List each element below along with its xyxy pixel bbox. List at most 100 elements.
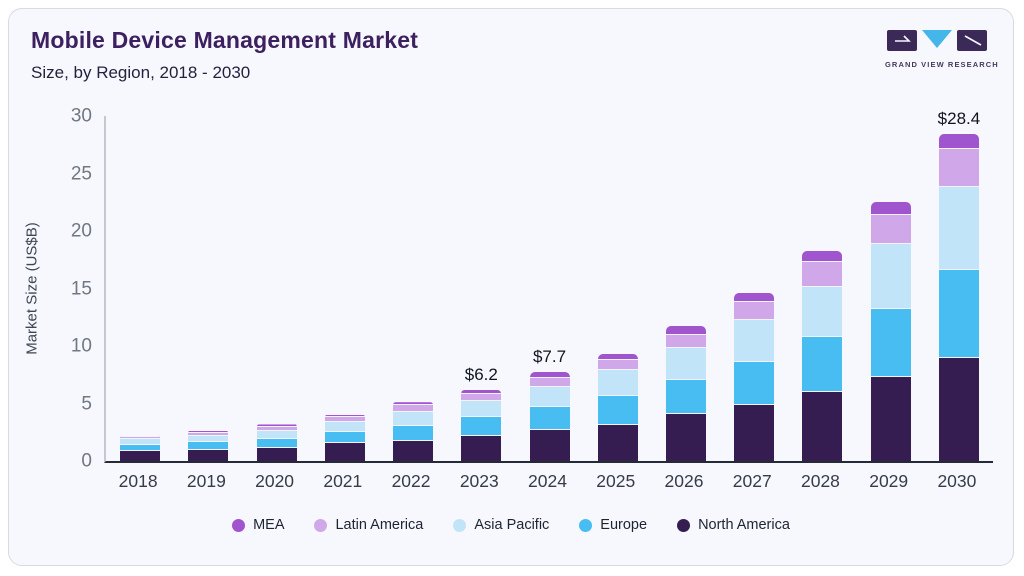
segment-asia-pacific[interactable] xyxy=(870,243,911,310)
x-tick-label: 2020 xyxy=(255,471,295,491)
segment-latin-america[interactable] xyxy=(938,149,979,188)
segment-asia-pacific[interactable] xyxy=(938,187,979,271)
legend-item-europe[interactable]: Europe xyxy=(579,517,647,533)
segment-north-america[interactable] xyxy=(461,436,502,461)
segment-north-america[interactable] xyxy=(529,429,570,461)
segment-europe[interactable] xyxy=(324,431,365,444)
legend-item-north-america[interactable]: North America xyxy=(677,517,790,533)
segment-europe[interactable] xyxy=(870,309,911,378)
segment-latin-america[interactable] xyxy=(665,334,706,349)
bar-stack xyxy=(734,293,775,461)
chart-subtitle: Size, by Region, 2018 - 2030 xyxy=(31,63,251,82)
segment-latin-america[interactable] xyxy=(802,262,843,287)
segment-mea[interactable] xyxy=(461,389,502,394)
y-tick-label: 5 xyxy=(81,393,92,414)
segment-north-america[interactable] xyxy=(256,447,297,461)
segment-mea[interactable] xyxy=(256,424,297,427)
segment-north-america[interactable] xyxy=(188,449,229,461)
segment-europe[interactable] xyxy=(734,362,775,406)
segment-north-america[interactable] xyxy=(393,440,434,461)
segment-asia-pacific[interactable] xyxy=(393,412,434,426)
segment-north-america[interactable] xyxy=(802,392,843,461)
segment-europe[interactable] xyxy=(802,337,843,392)
bar-column-2019[interactable] xyxy=(174,116,242,461)
segment-europe[interactable] xyxy=(597,396,638,425)
segment-mea[interactable] xyxy=(734,293,775,302)
legend-item-mea[interactable]: MEA xyxy=(232,517,284,533)
segment-europe[interactable] xyxy=(461,416,502,437)
segment-mea[interactable] xyxy=(120,435,161,437)
segment-latin-america[interactable] xyxy=(324,417,365,423)
segment-asia-pacific[interactable] xyxy=(734,320,775,363)
segment-asia-pacific[interactable] xyxy=(665,348,706,380)
bar-value-label: $7.7 xyxy=(532,347,567,367)
segment-north-america[interactable] xyxy=(665,414,706,461)
segment-mea[interactable] xyxy=(597,353,638,360)
segment-asia-pacific[interactable] xyxy=(324,422,365,432)
segment-mea[interactable] xyxy=(870,201,911,215)
segment-mea[interactable] xyxy=(665,326,706,335)
segment-mea[interactable] xyxy=(938,134,979,150)
segment-north-america[interactable] xyxy=(870,377,911,461)
segment-asia-pacific[interactable] xyxy=(256,430,297,440)
segment-asia-pacific[interactable] xyxy=(188,435,229,443)
bar-column-2018[interactable] xyxy=(106,116,174,461)
x-tick-label: 2026 xyxy=(664,471,704,491)
bar-column-2026[interactable] xyxy=(652,116,720,461)
segment-mea[interactable] xyxy=(324,414,365,418)
segment-north-america[interactable] xyxy=(938,357,979,461)
bar-column-2027[interactable] xyxy=(720,116,788,461)
bar-column-2022[interactable] xyxy=(379,116,447,461)
segment-asia-pacific[interactable] xyxy=(461,400,502,417)
segment-latin-america[interactable] xyxy=(597,359,638,370)
segment-latin-america[interactable] xyxy=(188,432,229,436)
bar-column-2030[interactable]: $28.4 xyxy=(925,109,993,461)
segment-north-america[interactable] xyxy=(324,443,365,461)
x-tick-label: 2022 xyxy=(391,471,431,491)
segment-europe[interactable] xyxy=(393,425,434,441)
segment-north-america[interactable] xyxy=(120,451,161,461)
legend-item-asia-pacific[interactable]: Asia Pacific xyxy=(453,517,549,533)
bar-column-2025[interactable] xyxy=(584,116,652,461)
segment-latin-america[interactable] xyxy=(529,377,570,387)
segment-latin-america[interactable] xyxy=(256,426,297,431)
segment-asia-pacific[interactable] xyxy=(120,439,161,445)
segment-north-america[interactable] xyxy=(734,405,775,461)
segment-mea[interactable] xyxy=(529,372,570,378)
legend-item-latin-america[interactable]: Latin America xyxy=(314,517,423,533)
segment-mea[interactable] xyxy=(393,402,434,406)
x-tick-label: 2019 xyxy=(186,471,226,491)
legend-label: North America xyxy=(698,517,790,533)
segment-latin-america[interactable] xyxy=(870,214,911,244)
segment-asia-pacific[interactable] xyxy=(529,386,570,407)
segment-mea[interactable] xyxy=(188,430,229,433)
bar-column-2020[interactable] xyxy=(242,116,310,461)
segment-europe[interactable] xyxy=(938,270,979,358)
segment-north-america[interactable] xyxy=(597,424,638,461)
legend-dot-icon xyxy=(232,518,246,532)
bar-column-2023[interactable]: $6.2 xyxy=(447,116,515,461)
segment-europe[interactable] xyxy=(529,406,570,430)
y-tick-label: 15 xyxy=(70,278,92,299)
segment-europe[interactable] xyxy=(256,439,297,448)
segment-mea[interactable] xyxy=(802,251,843,263)
segment-europe[interactable] xyxy=(120,444,161,452)
x-tick-label: 2023 xyxy=(459,471,499,491)
bar-column-2029[interactable] xyxy=(857,116,925,461)
segment-latin-america[interactable] xyxy=(734,301,775,321)
segment-asia-pacific[interactable] xyxy=(802,286,843,338)
bar-stack xyxy=(256,424,297,461)
segment-latin-america[interactable] xyxy=(393,405,434,413)
bar-column-2028[interactable] xyxy=(788,116,856,461)
bar-column-2021[interactable] xyxy=(311,116,379,461)
segment-europe[interactable] xyxy=(665,379,706,415)
segment-asia-pacific[interactable] xyxy=(597,369,638,397)
bar-stack xyxy=(802,251,843,461)
segment-latin-america[interactable] xyxy=(120,436,161,440)
x-tick-label: 2029 xyxy=(869,471,909,491)
bar-column-2024[interactable]: $7.7 xyxy=(515,116,583,461)
x-tick-label: 2028 xyxy=(800,471,840,491)
segment-latin-america[interactable] xyxy=(461,393,502,401)
segment-europe[interactable] xyxy=(188,442,229,450)
bar-stack xyxy=(120,435,161,461)
